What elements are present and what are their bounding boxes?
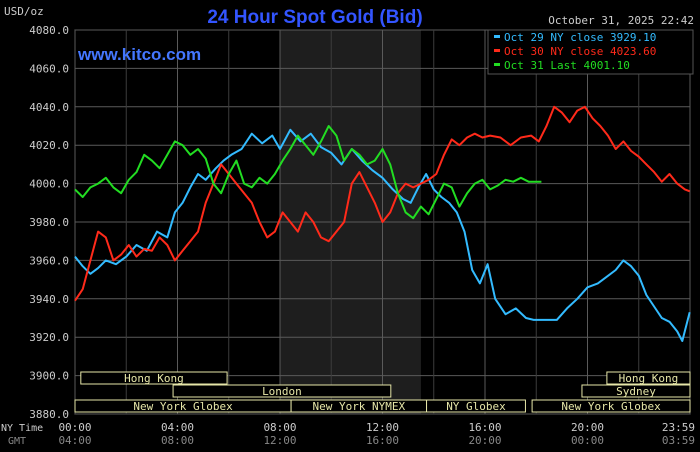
legend-entry-oct31: Oct 31 Last 4001.10 <box>504 59 630 72</box>
gmt-label: GMT <box>8 436 26 447</box>
x-tick-label-gmt: 04:00 <box>58 434 91 447</box>
x-tick-label-gmt: 08:00 <box>161 434 194 447</box>
session-bars: Hong Kong London New York Globex New York N… <box>74 371 691 413</box>
legend-swatch-oct29 <box>494 35 500 38</box>
session-bar: New York NYMEX <box>290 399 428 413</box>
legend-entry-oct30: Oct 30 NY close 4023.60 <box>504 45 656 58</box>
session-label: New York Globex <box>133 400 233 413</box>
site-watermark: www.kitco.com <box>77 45 201 64</box>
grid <box>74 29 691 415</box>
session-label: Sydney <box>616 385 656 398</box>
x-tick-label-ny: 08:00 <box>263 421 296 434</box>
session-label: London <box>262 385 302 398</box>
session-bar: Hong Kong <box>606 371 691 385</box>
x-tick-label-ny: 00:00 <box>58 421 91 434</box>
x-tick-label-ny: 12:00 <box>366 421 399 434</box>
session-bar: New York Globex <box>74 399 292 413</box>
x-tick-label-gmt: 12:00 <box>263 434 296 447</box>
legend: Oct 29 NY close 3929.10 Oct 30 NY close … <box>487 29 694 75</box>
y-axis-ticks: 3880.0 3900.0 3920.0 3940.0 3960.0 3980.0 4000… <box>29 24 69 421</box>
session-bar: Sydney <box>581 384 691 398</box>
x-tick-label-ny: 16:00 <box>468 421 501 434</box>
session-bar: New York Globex <box>531 399 691 413</box>
x-tick-label-ny: 23:59 <box>662 421 695 434</box>
x-tick-label-gmt: 03:59 <box>662 434 695 447</box>
series-lines <box>74 105 691 342</box>
y-tick-label: 3900.0 <box>29 370 69 383</box>
ny-time-label: NY Time <box>1 423 43 434</box>
y-tick-label: 3940.0 <box>29 293 69 306</box>
x-tick-label-gmt: 16:00 <box>366 434 399 447</box>
session-label: New York Globex <box>561 400 661 413</box>
y-axis-unit: USD/oz <box>4 5 44 18</box>
y-tick-label: 3960.0 <box>29 254 69 267</box>
y-tick-label: 4080.0 <box>29 24 69 37</box>
x-tick-label-ny: 04:00 <box>161 421 194 434</box>
session-bar: NY Globex <box>426 399 526 413</box>
series-line-oct30 <box>74 105 691 302</box>
session-label: New York NYMEX <box>312 400 405 413</box>
x-axis-ticks: 00:0004:0004:0008:0008:0012:0012:0016:00… <box>58 421 695 447</box>
x-tick-label-ny: 20:00 <box>571 421 604 434</box>
session-bar: London <box>172 384 392 398</box>
session-bar: Hong Kong <box>80 371 228 385</box>
x-tick-label-gmt: 20:00 <box>468 434 501 447</box>
chart-datetime: October 31, 2025 22:42 <box>548 14 694 27</box>
session-label: Hong Kong <box>124 372 184 385</box>
y-tick-label: 3980.0 <box>29 216 69 229</box>
y-tick-label: 3920.0 <box>29 331 69 344</box>
y-tick-label: 3880.0 <box>29 408 69 421</box>
y-tick-label: 4020.0 <box>29 139 69 152</box>
legend-entry-oct29: Oct 29 NY close 3929.10 <box>504 31 656 44</box>
y-tick-label: 4060.0 <box>29 62 69 75</box>
series-line-oct29 <box>74 128 691 342</box>
chart-title: 24 Hour Spot Gold (Bid) <box>207 7 422 28</box>
y-tick-label: 4040.0 <box>29 101 69 114</box>
legend-swatch-oct31 <box>494 63 500 66</box>
series-line-oct31 <box>74 125 542 220</box>
session-label: Hong Kong <box>619 372 679 385</box>
x-tick-label-gmt: 00:00 <box>571 434 604 447</box>
legend-swatch-oct30 <box>494 49 500 52</box>
y-tick-label: 4000.0 <box>29 178 69 191</box>
session-label: NY Globex <box>446 400 506 413</box>
